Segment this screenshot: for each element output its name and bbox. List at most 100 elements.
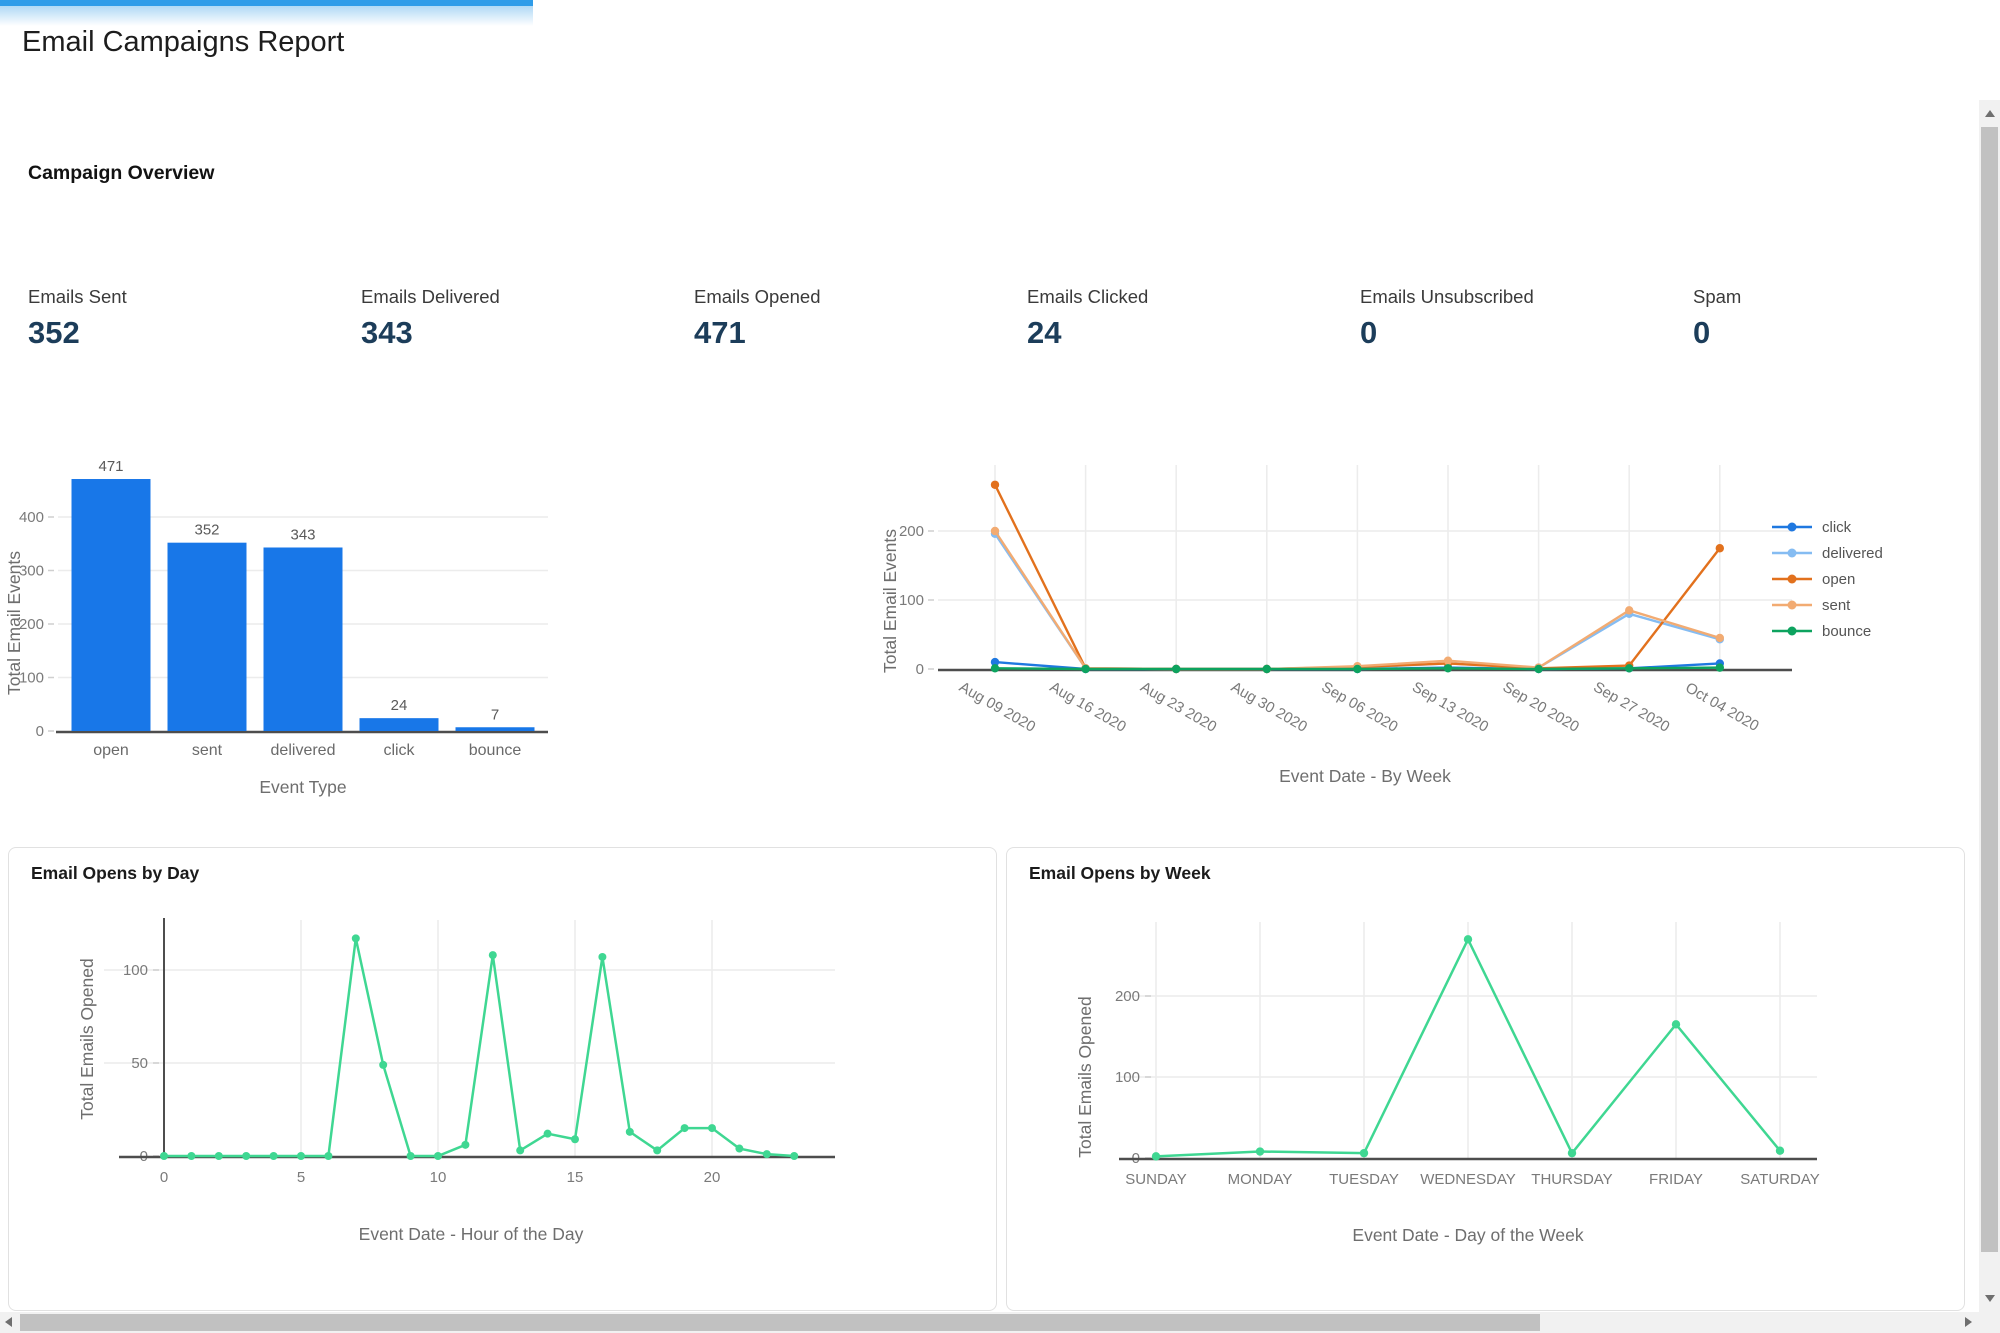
scroll-right-button[interactable] xyxy=(1958,1312,1978,1333)
svg-text:Event Date - Hour of the Day: Event Date - Hour of the Day xyxy=(359,1224,584,1244)
svg-text:20: 20 xyxy=(704,1169,721,1186)
svg-text:0: 0 xyxy=(36,723,44,740)
svg-text:Sep 06 2020: Sep 06 2020 xyxy=(1319,678,1401,735)
svg-text:0: 0 xyxy=(916,661,924,678)
vertical-scrollbar[interactable] xyxy=(1979,100,2000,1333)
svg-text:sent: sent xyxy=(192,742,223,759)
svg-text:352: 352 xyxy=(194,522,219,539)
right-arrow-icon xyxy=(1965,1317,1972,1327)
page-title: Email Campaigns Report xyxy=(22,26,345,58)
email-opens-by-day-card: Email Opens by Day 05010005101520Event D… xyxy=(8,847,997,1311)
kpi-value: 0 xyxy=(1693,315,1711,350)
svg-text:Sep 13 2020: Sep 13 2020 xyxy=(1409,678,1491,735)
svg-text:Oct 04 2020: Oct 04 2020 xyxy=(1682,679,1761,735)
svg-text:THURSDAY: THURSDAY xyxy=(1531,1171,1612,1188)
svg-text:Aug 09 2020: Aug 09 2020 xyxy=(956,678,1038,735)
svg-text:200: 200 xyxy=(1115,988,1140,1005)
loading-progress-bar xyxy=(0,0,533,6)
svg-text:50: 50 xyxy=(131,1055,148,1072)
svg-text:300: 300 xyxy=(19,563,44,580)
events-by-type-bar-chart: 0 100 200 300 400 471 open 352 sent 343 delivered 2… xyxy=(4,458,548,797)
scroll-up-button[interactable] xyxy=(1979,100,2000,126)
svg-text:delivered: delivered xyxy=(1822,545,1883,562)
kpi-emails-sent: Emails Sent 352 xyxy=(28,286,361,351)
svg-text:bounce: bounce xyxy=(469,742,522,759)
kpi-spam: Spam 0 xyxy=(1693,286,2000,351)
opens-by-hour-line-chart: 05010005101520Event Date - Hour of the D… xyxy=(77,918,835,1244)
svg-text:5: 5 xyxy=(297,1169,305,1186)
svg-text:Event Date - Day of the Week: Event Date - Day of the Week xyxy=(1352,1225,1583,1245)
svg-text:Total Email Events: Total Email Events xyxy=(880,529,900,673)
events-by-week-line-chart: Aug 09 2020 Aug 16 2020 Aug 23 2020 Aug 30 … xyxy=(880,465,1883,786)
scroll-down-button[interactable] xyxy=(1979,1285,2000,1311)
svg-text:SATURDAY: SATURDAY xyxy=(1740,1171,1819,1188)
kpi-value: 24 xyxy=(1027,315,1062,350)
svg-text:15: 15 xyxy=(567,1169,584,1186)
svg-text:100: 100 xyxy=(1115,1069,1140,1086)
kpi-emails-delivered: Emails Delivered 343 xyxy=(361,286,694,351)
svg-text:click: click xyxy=(383,742,415,759)
loading-progress-glow xyxy=(0,6,533,26)
card-title-email-opens-by-day: Email Opens by Day xyxy=(31,863,200,883)
svg-text:Event Date - By Week: Event Date - By Week xyxy=(1279,766,1451,786)
kpi-label: Emails Opened xyxy=(694,286,821,307)
kpi-label: Emails Sent xyxy=(28,286,127,307)
svg-text:sent: sent xyxy=(1822,597,1851,614)
svg-text:Aug 30 2020: Aug 30 2020 xyxy=(1228,678,1310,735)
vertical-scrollbar-thumb[interactable] xyxy=(1981,127,1998,1252)
svg-text:100: 100 xyxy=(19,670,44,687)
kpi-value: 352 xyxy=(28,315,80,350)
kpi-label: Spam xyxy=(1693,286,1742,307)
svg-text:TUESDAY: TUESDAY xyxy=(1329,1171,1399,1188)
kpi-row: Emails Sent 352 Emails Delivered 343 Ema… xyxy=(28,286,2000,351)
email-opens-by-week-card: Email Opens by Week SUNDAY MONDAY TUESDAY W… xyxy=(1006,847,1965,1311)
svg-text:100: 100 xyxy=(123,962,148,979)
svg-text:Total Emails Opened: Total Emails Opened xyxy=(1075,996,1095,1157)
svg-text:WEDNESDAY: WEDNESDAY xyxy=(1420,1171,1516,1188)
kpi-emails-unsubscribed: Emails Unsubscribed 0 xyxy=(1360,286,1693,351)
svg-text:open: open xyxy=(1822,571,1855,588)
svg-text:click: click xyxy=(1822,519,1852,536)
svg-text:Total Email Events: Total Email Events xyxy=(4,551,24,695)
kpi-emails-opened: Emails Opened 471 xyxy=(694,286,1027,351)
kpi-value: 471 xyxy=(694,315,746,350)
section-heading-campaign-overview: Campaign Overview xyxy=(28,162,215,184)
svg-text:delivered: delivered xyxy=(271,742,336,759)
svg-text:bounce: bounce xyxy=(1822,623,1871,640)
kpi-value: 0 xyxy=(1360,315,1378,350)
svg-text:100: 100 xyxy=(899,592,924,609)
svg-text:Sep 20 2020: Sep 20 2020 xyxy=(1500,678,1582,735)
svg-text:Aug 23 2020: Aug 23 2020 xyxy=(1137,678,1219,735)
svg-text:FRIDAY: FRIDAY xyxy=(1649,1171,1703,1188)
svg-text:471: 471 xyxy=(98,458,123,475)
up-arrow-icon xyxy=(1984,110,1995,117)
horizontal-scrollbar-thumb[interactable] xyxy=(20,1314,1540,1331)
horizontal-scrollbar[interactable] xyxy=(0,1312,1979,1333)
left-arrow-icon xyxy=(5,1317,12,1327)
kpi-label: Emails Unsubscribed xyxy=(1360,286,1534,307)
svg-text:MONDAY: MONDAY xyxy=(1228,1171,1293,1188)
kpi-emails-clicked: Emails Clicked 24 xyxy=(1027,286,1360,351)
kpi-value: 343 xyxy=(361,315,413,350)
svg-text:Total Emails Opened: Total Emails Opened xyxy=(77,958,97,1119)
svg-text:0: 0 xyxy=(160,1169,168,1186)
svg-text:Event Type: Event Type xyxy=(259,777,346,797)
kpi-label: Emails Clicked xyxy=(1027,286,1149,307)
svg-text:200: 200 xyxy=(19,616,44,633)
svg-text:SUNDAY: SUNDAY xyxy=(1125,1171,1186,1188)
down-arrow-icon xyxy=(1984,1295,1995,1302)
svg-text:200: 200 xyxy=(899,523,924,540)
opens-by-weekday-line-chart: SUNDAY MONDAY TUESDAY WEDNESDAY THURSDAY FRID… xyxy=(1075,922,1820,1245)
svg-text:Aug 16 2020: Aug 16 2020 xyxy=(1047,678,1129,735)
card-title-email-opens-by-week: Email Opens by Week xyxy=(1029,863,1211,883)
svg-text:Sep 27 2020: Sep 27 2020 xyxy=(1590,678,1672,735)
svg-text:343: 343 xyxy=(290,526,315,543)
svg-text:10: 10 xyxy=(430,1169,447,1186)
kpi-label: Emails Delivered xyxy=(361,286,500,307)
svg-text:open: open xyxy=(93,742,129,759)
scroll-left-button[interactable] xyxy=(0,1312,18,1333)
svg-text:400: 400 xyxy=(19,509,44,526)
svg-text:24: 24 xyxy=(391,697,408,714)
svg-text:7: 7 xyxy=(491,706,499,723)
